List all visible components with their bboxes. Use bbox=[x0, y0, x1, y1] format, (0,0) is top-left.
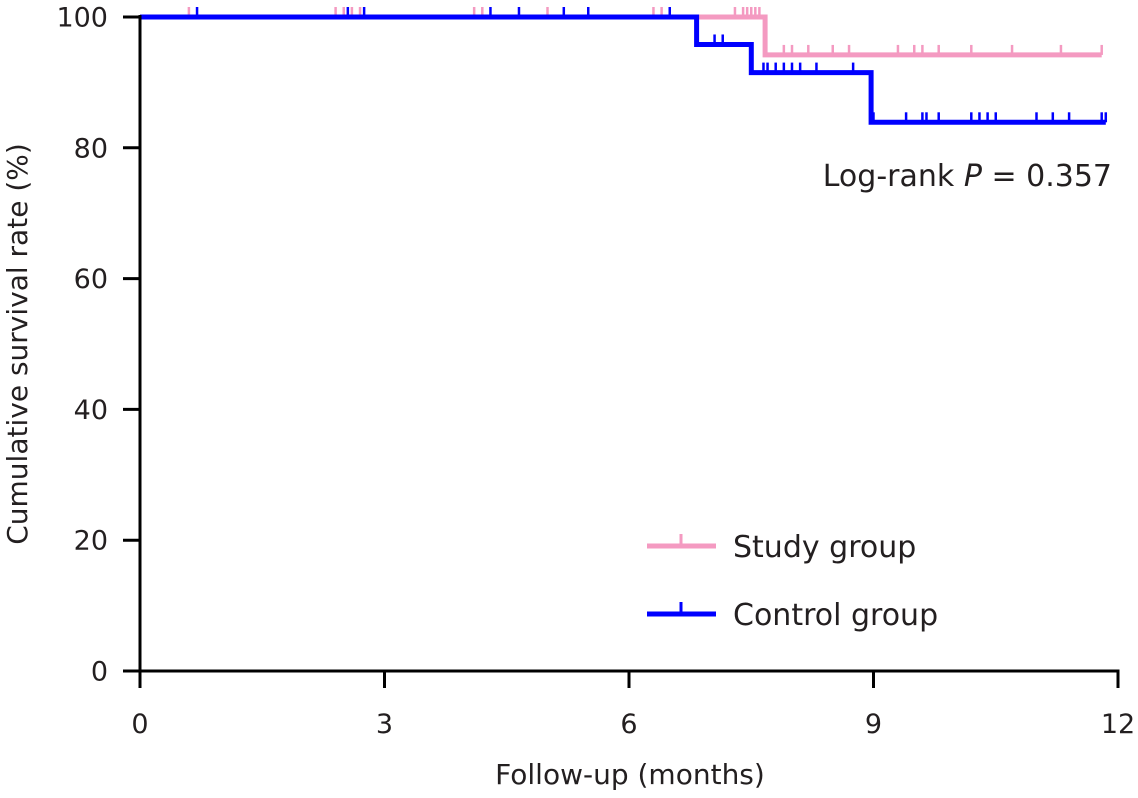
x-tick-label: 3 bbox=[376, 709, 393, 740]
x-tick-label: 6 bbox=[620, 709, 637, 740]
axis-ticks bbox=[123, 15, 1120, 688]
y-tick-label: 40 bbox=[74, 395, 108, 426]
x-tick-label: 12 bbox=[1101, 709, 1135, 740]
x-tick-label: 9 bbox=[865, 709, 882, 740]
y-tick-label: 100 bbox=[56, 3, 108, 34]
series-line-study bbox=[140, 14, 1102, 58]
y-tick-label: 20 bbox=[74, 526, 108, 557]
x-axis-title: Follow-up (months) bbox=[495, 758, 765, 791]
y-axis-title: Cumulative survival rate (%) bbox=[1, 143, 34, 545]
series-layer bbox=[140, 7, 1108, 125]
x-tick-labels: 0 3 6 9 12 bbox=[131, 709, 1135, 740]
y-tick-labels: 0 20 40 60 80 100 bbox=[56, 3, 108, 688]
y-tick-label: 60 bbox=[74, 264, 108, 295]
legend-label-control: Control group bbox=[733, 598, 938, 633]
y-tick-label: 0 bbox=[91, 657, 108, 688]
y-tick-label: 80 bbox=[74, 133, 108, 164]
x-tick-label: 0 bbox=[131, 709, 148, 740]
legend: Study group Control group bbox=[647, 530, 938, 633]
log-rank-annotation: Log-rank P = 0.357 bbox=[823, 159, 1112, 194]
legend-item-control: Control group bbox=[647, 598, 938, 633]
legend-label-study: Study group bbox=[733, 530, 916, 565]
series-line-control bbox=[140, 14, 1106, 125]
legend-item-study: Study group bbox=[647, 530, 916, 565]
